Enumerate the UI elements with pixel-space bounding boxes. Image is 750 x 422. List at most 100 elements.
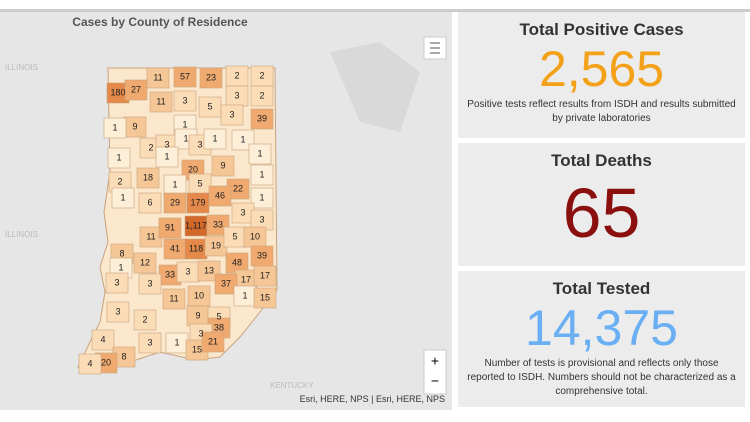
state-label: ILLINOIS	[5, 63, 38, 72]
county	[250, 85, 274, 107]
county-label: 3	[259, 214, 264, 224]
county	[103, 117, 127, 139]
county-label: 20	[101, 357, 111, 367]
county-label: 3	[164, 139, 169, 149]
county	[173, 90, 197, 112]
county	[106, 301, 130, 323]
county-label: 3	[240, 207, 245, 217]
county-label: 13	[204, 265, 214, 275]
county-label: 37	[221, 278, 231, 288]
county	[138, 273, 162, 295]
county-label: 1	[182, 119, 187, 129]
county	[201, 331, 225, 353]
zoom-in[interactable]: +	[431, 353, 439, 369]
county-label: 1	[257, 148, 262, 158]
county-label: 1	[172, 179, 177, 189]
county-label: 2	[234, 70, 239, 80]
county-label: 1	[116, 152, 121, 162]
county	[250, 164, 274, 186]
positive-panel: Total Positive Cases 2,565 Positive test…	[458, 12, 745, 138]
county-label: 3	[185, 266, 190, 276]
zoom-control	[423, 349, 447, 395]
county-label: 3	[229, 109, 234, 119]
panel-value: 65	[562, 174, 641, 252]
county-label: 10	[250, 231, 260, 241]
county-label: 33	[165, 269, 175, 279]
county	[91, 329, 115, 351]
top-rule	[0, 9, 750, 12]
zoom-out[interactable]: −	[431, 373, 439, 389]
county	[197, 260, 221, 282]
county	[253, 287, 277, 309]
county-label: 179	[190, 197, 205, 207]
panel-value: 14,375	[525, 300, 678, 356]
county	[199, 67, 223, 89]
county-label: 39	[257, 113, 267, 123]
county-label: 11	[153, 72, 162, 82]
panel-note: Number of tests is provisional and refle…	[467, 358, 736, 397]
county	[133, 252, 157, 274]
county-label: 22	[233, 183, 243, 193]
county-label: 11	[146, 231, 155, 241]
county-label: 6	[147, 197, 152, 207]
county	[250, 187, 274, 209]
county-label: 38	[214, 322, 224, 332]
county-label: 20	[188, 164, 198, 174]
county-label: 48	[232, 257, 242, 267]
county-label: 21	[208, 336, 218, 346]
county	[146, 67, 170, 89]
state-label: ILLINOIS	[5, 230, 38, 239]
county	[214, 273, 238, 295]
panel-note: Positive tests reflect results from ISDH…	[467, 99, 736, 124]
county-label: 3	[182, 95, 187, 105]
county	[149, 91, 173, 113]
county	[133, 309, 157, 331]
panel-title: Total Tested	[552, 279, 651, 298]
county-label: 1	[242, 290, 247, 300]
county-label: 8	[121, 351, 126, 361]
county-label: 2	[117, 176, 122, 186]
county-label: 5	[232, 231, 237, 241]
attribution: Esri, HERE, NPS | Esri, HERE, NPS	[300, 394, 445, 404]
county-label: 118	[189, 243, 203, 253]
county-label: 29	[170, 197, 180, 207]
county-label: 1	[259, 169, 264, 179]
county-label: 1	[118, 262, 123, 272]
county-label: 3	[198, 328, 203, 338]
county	[124, 79, 148, 101]
county	[138, 332, 162, 354]
county-label: 3	[114, 277, 119, 287]
county	[162, 288, 186, 310]
panel-title: Total Deaths	[551, 151, 652, 170]
county-label: 11	[156, 96, 165, 106]
county-label: 5	[207, 101, 212, 111]
county-label: 1	[174, 337, 179, 347]
map-title: Cases by County of Residence	[72, 15, 248, 29]
county-label: 2	[259, 70, 264, 80]
county	[105, 272, 129, 294]
county-label: 15	[260, 292, 270, 302]
county-label: 1	[240, 134, 245, 144]
county-label: 2	[142, 314, 147, 324]
county-label: 5	[197, 178, 202, 188]
county	[211, 155, 235, 177]
county	[208, 185, 232, 207]
map-panel: ILLINOIS ILLINOIS KENTUCKY Cases by Coun…	[0, 12, 452, 410]
county-label: 3	[197, 139, 202, 149]
county-label: 3	[234, 90, 239, 100]
county	[173, 66, 197, 88]
county-label: 2	[148, 142, 153, 152]
county-label: 27	[131, 84, 141, 94]
county-label: 3	[147, 337, 152, 347]
county-label: 91	[165, 222, 175, 232]
county-label: 10	[194, 290, 204, 300]
panel-title: Total Positive Cases	[519, 20, 684, 39]
county	[138, 192, 162, 214]
county	[220, 104, 244, 126]
county-label: 2	[259, 90, 264, 100]
county-label: 1	[164, 151, 169, 161]
legend-icon	[430, 42, 440, 54]
county-label: 180	[110, 87, 125, 97]
county	[203, 128, 227, 150]
